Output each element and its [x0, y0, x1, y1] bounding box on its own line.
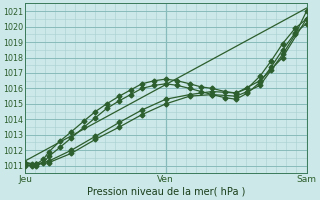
X-axis label: Pression niveau de la mer( hPa ): Pression niveau de la mer( hPa ) [87, 187, 245, 197]
